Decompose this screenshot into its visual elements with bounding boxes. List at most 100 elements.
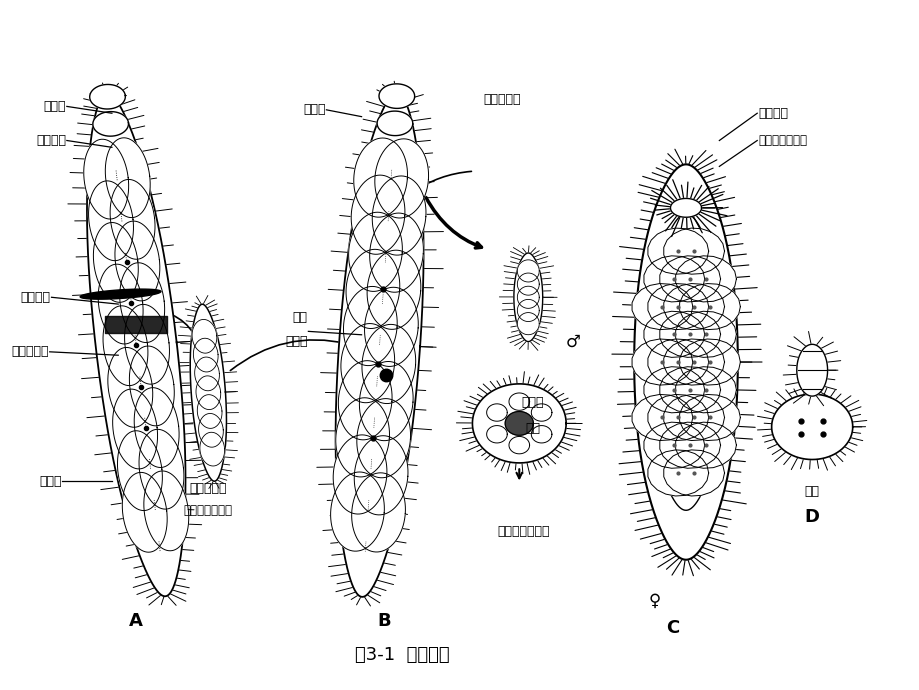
Polygon shape xyxy=(679,339,740,385)
Text: 体细胞（单层）: 体细胞（单层） xyxy=(757,134,806,147)
Polygon shape xyxy=(105,138,150,217)
Polygon shape xyxy=(663,395,724,440)
Polygon shape xyxy=(516,313,539,335)
Polygon shape xyxy=(93,222,138,302)
Polygon shape xyxy=(108,348,153,427)
Text: 虫形体胚胎: 虫形体胚胎 xyxy=(11,345,49,358)
Polygon shape xyxy=(122,473,167,552)
Polygon shape xyxy=(379,84,414,108)
Text: 从寄主尿中排出: 从寄主尿中排出 xyxy=(497,524,550,538)
Polygon shape xyxy=(647,395,708,440)
Text: 轴细胞: 轴细胞 xyxy=(302,104,325,117)
Polygon shape xyxy=(192,319,217,353)
Text: 体细胞: 体细胞 xyxy=(39,475,62,488)
Polygon shape xyxy=(796,344,827,396)
Text: 轴细胞核: 轴细胞核 xyxy=(20,290,51,304)
Polygon shape xyxy=(330,472,384,551)
Polygon shape xyxy=(199,413,223,447)
Polygon shape xyxy=(633,164,737,560)
Polygon shape xyxy=(631,284,692,330)
Polygon shape xyxy=(516,286,539,308)
Text: B: B xyxy=(377,612,391,630)
Polygon shape xyxy=(335,397,389,477)
Polygon shape xyxy=(351,473,405,552)
Polygon shape xyxy=(143,471,188,551)
Text: ♂: ♂ xyxy=(565,333,580,351)
Polygon shape xyxy=(364,287,418,366)
Polygon shape xyxy=(643,422,704,469)
Polygon shape xyxy=(119,263,165,342)
Polygon shape xyxy=(647,284,708,330)
Text: 幼虫: 幼虫 xyxy=(804,485,819,498)
Polygon shape xyxy=(508,393,529,411)
Polygon shape xyxy=(193,338,218,372)
Polygon shape xyxy=(643,311,704,357)
Text: 繁殖细胞: 繁殖细胞 xyxy=(36,134,66,147)
Polygon shape xyxy=(643,366,704,413)
Text: （寄生在肾内）: （寄生在肾内） xyxy=(184,504,233,517)
Polygon shape xyxy=(675,311,735,357)
Polygon shape xyxy=(486,404,506,421)
Polygon shape xyxy=(80,289,161,299)
Polygon shape xyxy=(89,84,125,109)
Polygon shape xyxy=(471,384,565,463)
Polygon shape xyxy=(357,399,410,477)
Polygon shape xyxy=(333,435,387,514)
Polygon shape xyxy=(675,422,735,469)
Polygon shape xyxy=(530,404,551,421)
Polygon shape xyxy=(663,228,724,274)
Polygon shape xyxy=(679,284,740,330)
Text: 滴虫形: 滴虫形 xyxy=(521,397,543,409)
Polygon shape xyxy=(631,339,692,385)
Polygon shape xyxy=(516,273,539,295)
Polygon shape xyxy=(516,260,539,282)
Polygon shape xyxy=(647,228,708,274)
Text: 卵母细胞: 卵母细胞 xyxy=(757,107,788,120)
Text: 幼虫: 幼虫 xyxy=(525,422,539,435)
Polygon shape xyxy=(647,450,708,496)
Polygon shape xyxy=(530,426,551,443)
Polygon shape xyxy=(505,411,533,435)
Polygon shape xyxy=(341,324,394,403)
Polygon shape xyxy=(648,214,722,511)
Polygon shape xyxy=(199,432,224,466)
Polygon shape xyxy=(659,422,720,469)
Polygon shape xyxy=(195,357,219,391)
Text: 生殖腺: 生殖腺 xyxy=(285,335,307,348)
Polygon shape xyxy=(103,306,148,386)
Polygon shape xyxy=(118,431,162,511)
Polygon shape xyxy=(348,213,402,291)
Polygon shape xyxy=(359,362,413,441)
Polygon shape xyxy=(84,139,129,219)
Text: C: C xyxy=(665,619,678,637)
Text: 图3-1  中生动物: 图3-1 中生动物 xyxy=(355,646,449,664)
Polygon shape xyxy=(679,395,740,440)
Polygon shape xyxy=(659,311,720,357)
Polygon shape xyxy=(197,395,221,428)
Polygon shape xyxy=(196,376,221,410)
Polygon shape xyxy=(98,264,143,344)
Polygon shape xyxy=(670,199,701,217)
Polygon shape xyxy=(369,213,423,293)
Text: 两性: 两性 xyxy=(292,311,307,324)
Polygon shape xyxy=(115,221,160,301)
Text: ♀: ♀ xyxy=(648,591,660,610)
Polygon shape xyxy=(659,256,720,302)
Polygon shape xyxy=(663,284,724,330)
Text: D: D xyxy=(804,509,819,526)
Polygon shape xyxy=(675,256,735,302)
Polygon shape xyxy=(377,111,413,136)
Polygon shape xyxy=(647,339,708,385)
Polygon shape xyxy=(374,139,428,218)
Polygon shape xyxy=(663,339,724,385)
Polygon shape xyxy=(335,93,423,597)
Polygon shape xyxy=(112,389,157,469)
Polygon shape xyxy=(367,250,420,329)
Polygon shape xyxy=(486,426,506,443)
Polygon shape xyxy=(659,366,720,413)
Text: 轴细胞: 轴细胞 xyxy=(43,100,66,113)
Polygon shape xyxy=(643,256,704,302)
Polygon shape xyxy=(87,94,186,596)
Polygon shape xyxy=(675,366,735,413)
Polygon shape xyxy=(88,181,133,261)
